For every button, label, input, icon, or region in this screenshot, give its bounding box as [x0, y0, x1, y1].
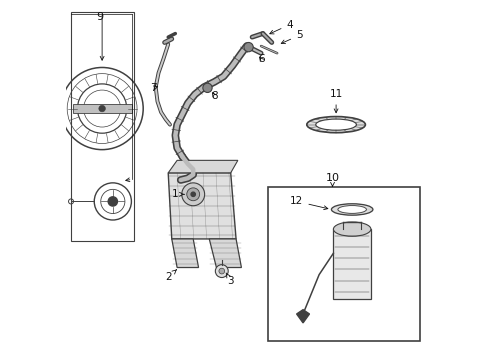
Circle shape — [108, 197, 118, 206]
Circle shape — [203, 83, 212, 93]
Text: 7: 7 — [150, 83, 158, 93]
Circle shape — [187, 188, 199, 201]
Polygon shape — [168, 173, 236, 239]
Circle shape — [191, 192, 196, 197]
Circle shape — [99, 105, 105, 112]
Text: 10: 10 — [325, 173, 340, 186]
Text: 3: 3 — [226, 273, 234, 286]
Polygon shape — [307, 117, 366, 133]
Text: 9: 9 — [97, 13, 103, 22]
Circle shape — [244, 42, 253, 52]
Bar — [73, 104, 132, 113]
Circle shape — [182, 183, 205, 206]
Polygon shape — [331, 204, 373, 215]
Circle shape — [215, 265, 228, 278]
Text: 5: 5 — [281, 30, 303, 44]
Polygon shape — [209, 239, 242, 267]
Ellipse shape — [333, 222, 371, 236]
Text: 8: 8 — [211, 91, 218, 101]
Circle shape — [219, 268, 224, 274]
Text: 11: 11 — [329, 89, 343, 113]
Text: 1: 1 — [172, 189, 184, 199]
Text: 2: 2 — [165, 270, 176, 282]
Bar — [333, 229, 371, 299]
Polygon shape — [296, 310, 310, 323]
Bar — [71, 12, 134, 241]
Text: 4: 4 — [270, 19, 293, 34]
Polygon shape — [172, 239, 198, 267]
Text: 12: 12 — [290, 197, 328, 210]
Text: 6: 6 — [258, 54, 265, 64]
Polygon shape — [168, 160, 238, 173]
Bar — [268, 187, 420, 341]
